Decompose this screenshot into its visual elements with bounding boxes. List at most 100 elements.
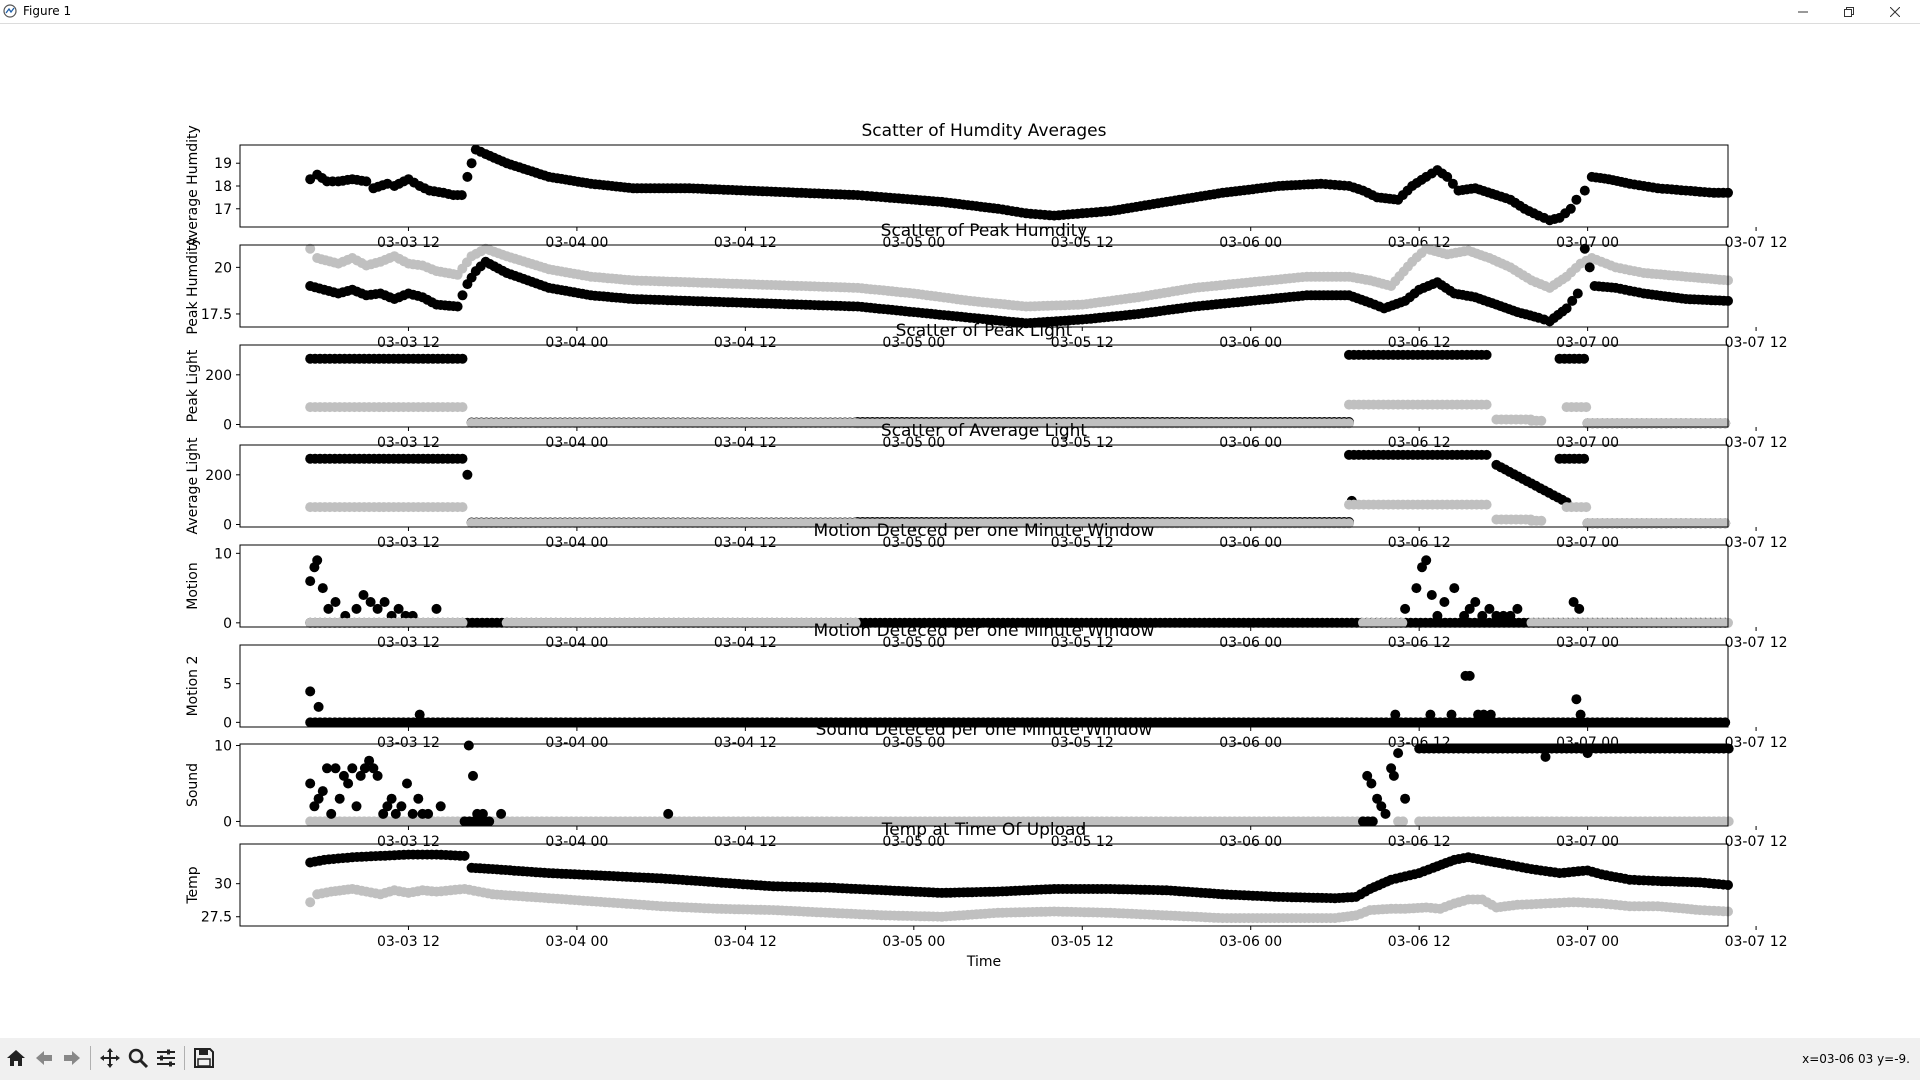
zoom-icon [128,1048,149,1069]
gray-point [850,617,861,628]
gray-point [1344,518,1354,529]
gray-point [305,243,316,254]
black-point [1505,610,1516,621]
black-point [1400,603,1411,614]
x-tick-label: 03-06 12 [1388,834,1451,850]
subplot-5-marks [305,555,1733,628]
black-point [1367,816,1378,827]
minimize-button[interactable] [1780,0,1826,23]
subplot-4: 0 200 03-03 12 03-04 00 03-04 12 03-05 00 03-0… [185,421,1788,551]
black-point [413,793,424,804]
black-point [456,190,467,201]
back-button[interactable] [30,1044,58,1072]
x-tick-label: 03-07 00 [1556,635,1619,651]
x-tick-label: 03-07 00 [1556,834,1619,850]
subplot-title: Motion Deteced per one Minute Window [814,521,1155,541]
black-point [663,808,674,819]
gray-point [1536,515,1547,526]
close-button[interactable] [1872,0,1918,23]
cursor-coordinates: x=03-06 03 y=-9. [1802,1052,1910,1066]
black-point [1565,203,1576,214]
gray-point [305,897,316,908]
subplot-1: 17 18 19 03-03 12 03-04 00 03-04 12 03-05 00 03… [185,121,1788,251]
x-tick-label: 03-04 00 [545,735,608,751]
save-icon [194,1048,214,1068]
black-point [1447,178,1458,189]
subplot-2-marks [305,243,1733,329]
x-tick-label: 03-07 00 [1556,535,1619,551]
x-tick-label: 03-04 00 [545,934,608,950]
y-tick-label: 18 [214,179,232,195]
y-axis-label: Motion [185,562,201,609]
subplot-6: 0 5 03-03 12 03-04 00 03-04 12 03-05 00 03-05 … [185,621,1788,751]
black-point [358,590,369,600]
y-tick-label: 0 [223,715,232,731]
black-point [1411,583,1422,594]
black-point [1540,751,1551,762]
x-tick-label: 03-06 00 [1219,335,1282,351]
black-point [459,850,470,861]
black-point [1439,597,1450,607]
black-point [305,686,316,697]
y-axis-label: Peak Light [185,349,201,422]
black-point [407,808,418,819]
x-tick-label: 03-05 00 [882,934,945,950]
y-tick-label: 10 [214,546,232,562]
x-tick-label: 03-05 12 [1051,834,1114,850]
subplot-7-marks [305,740,1734,827]
black-point [1477,610,1488,621]
gray-point [1581,402,1592,413]
black-point [1481,449,1492,460]
x-tick-label: 03-05 12 [1051,435,1114,451]
x-tick-label: 03-07 00 [1556,335,1619,351]
x-tick-label: 03-07 00 [1556,235,1619,251]
black-point [1425,709,1436,720]
gray-point [1581,502,1592,513]
black-point [313,701,324,712]
x-tick-label: 03-06 00 [1219,735,1282,751]
y-tick-label: 10 [214,739,232,755]
forward-button[interactable] [58,1044,86,1072]
x-tick-label: 03-06 12 [1388,435,1451,451]
axes-frame [239,644,1729,728]
y-tick-label: 20 [214,260,232,276]
black-point [468,770,478,781]
x-tick-label: 03-04 12 [714,735,777,751]
black-point [402,778,412,789]
x-tick-label: 03-07 12 [1725,335,1788,351]
x-tick-label: 03-04 12 [714,934,777,950]
pan-button[interactable] [96,1044,124,1072]
figure-canvas[interactable]: 17 18 19 03-03 12 03-04 00 03-04 12 03-05 00 03… [0,24,1920,1038]
y-tick-label: 200 [205,468,232,484]
subplot-8-marks [305,849,1733,924]
black-point [462,171,473,182]
black-point [1584,262,1595,273]
x-tick-label: 03-04 12 [714,635,777,651]
black-point [347,763,358,774]
y-axis-label: Motion 2 [185,656,201,717]
black-point [364,755,375,766]
black-point [1720,717,1731,728]
black-point [1376,801,1387,812]
maximize-button[interactable] [1826,0,1872,23]
x-tick-label: 03-04 12 [714,834,777,850]
x-tick-label: 03-04 12 [714,235,777,251]
x-tick-label: 03-05 00 [882,735,945,751]
black-point [386,793,397,804]
black-point [423,808,434,819]
black-point [317,786,328,797]
x-tick-label: 03-03 12 [377,834,440,850]
axes-frame [239,544,1729,628]
zoom-button[interactable] [124,1044,152,1072]
y-tick-label: 0 [223,418,232,434]
x-tick-label: 03-05 00 [882,535,945,551]
home-button[interactable] [2,1044,30,1072]
x-tick-label: 03-05 00 [882,235,945,251]
black-point [1449,583,1460,594]
gray-point [1344,418,1354,429]
black-point [1485,709,1496,720]
black-point [1579,353,1590,364]
configure-subplots-button[interactable] [152,1044,180,1072]
save-button[interactable] [190,1044,218,1072]
